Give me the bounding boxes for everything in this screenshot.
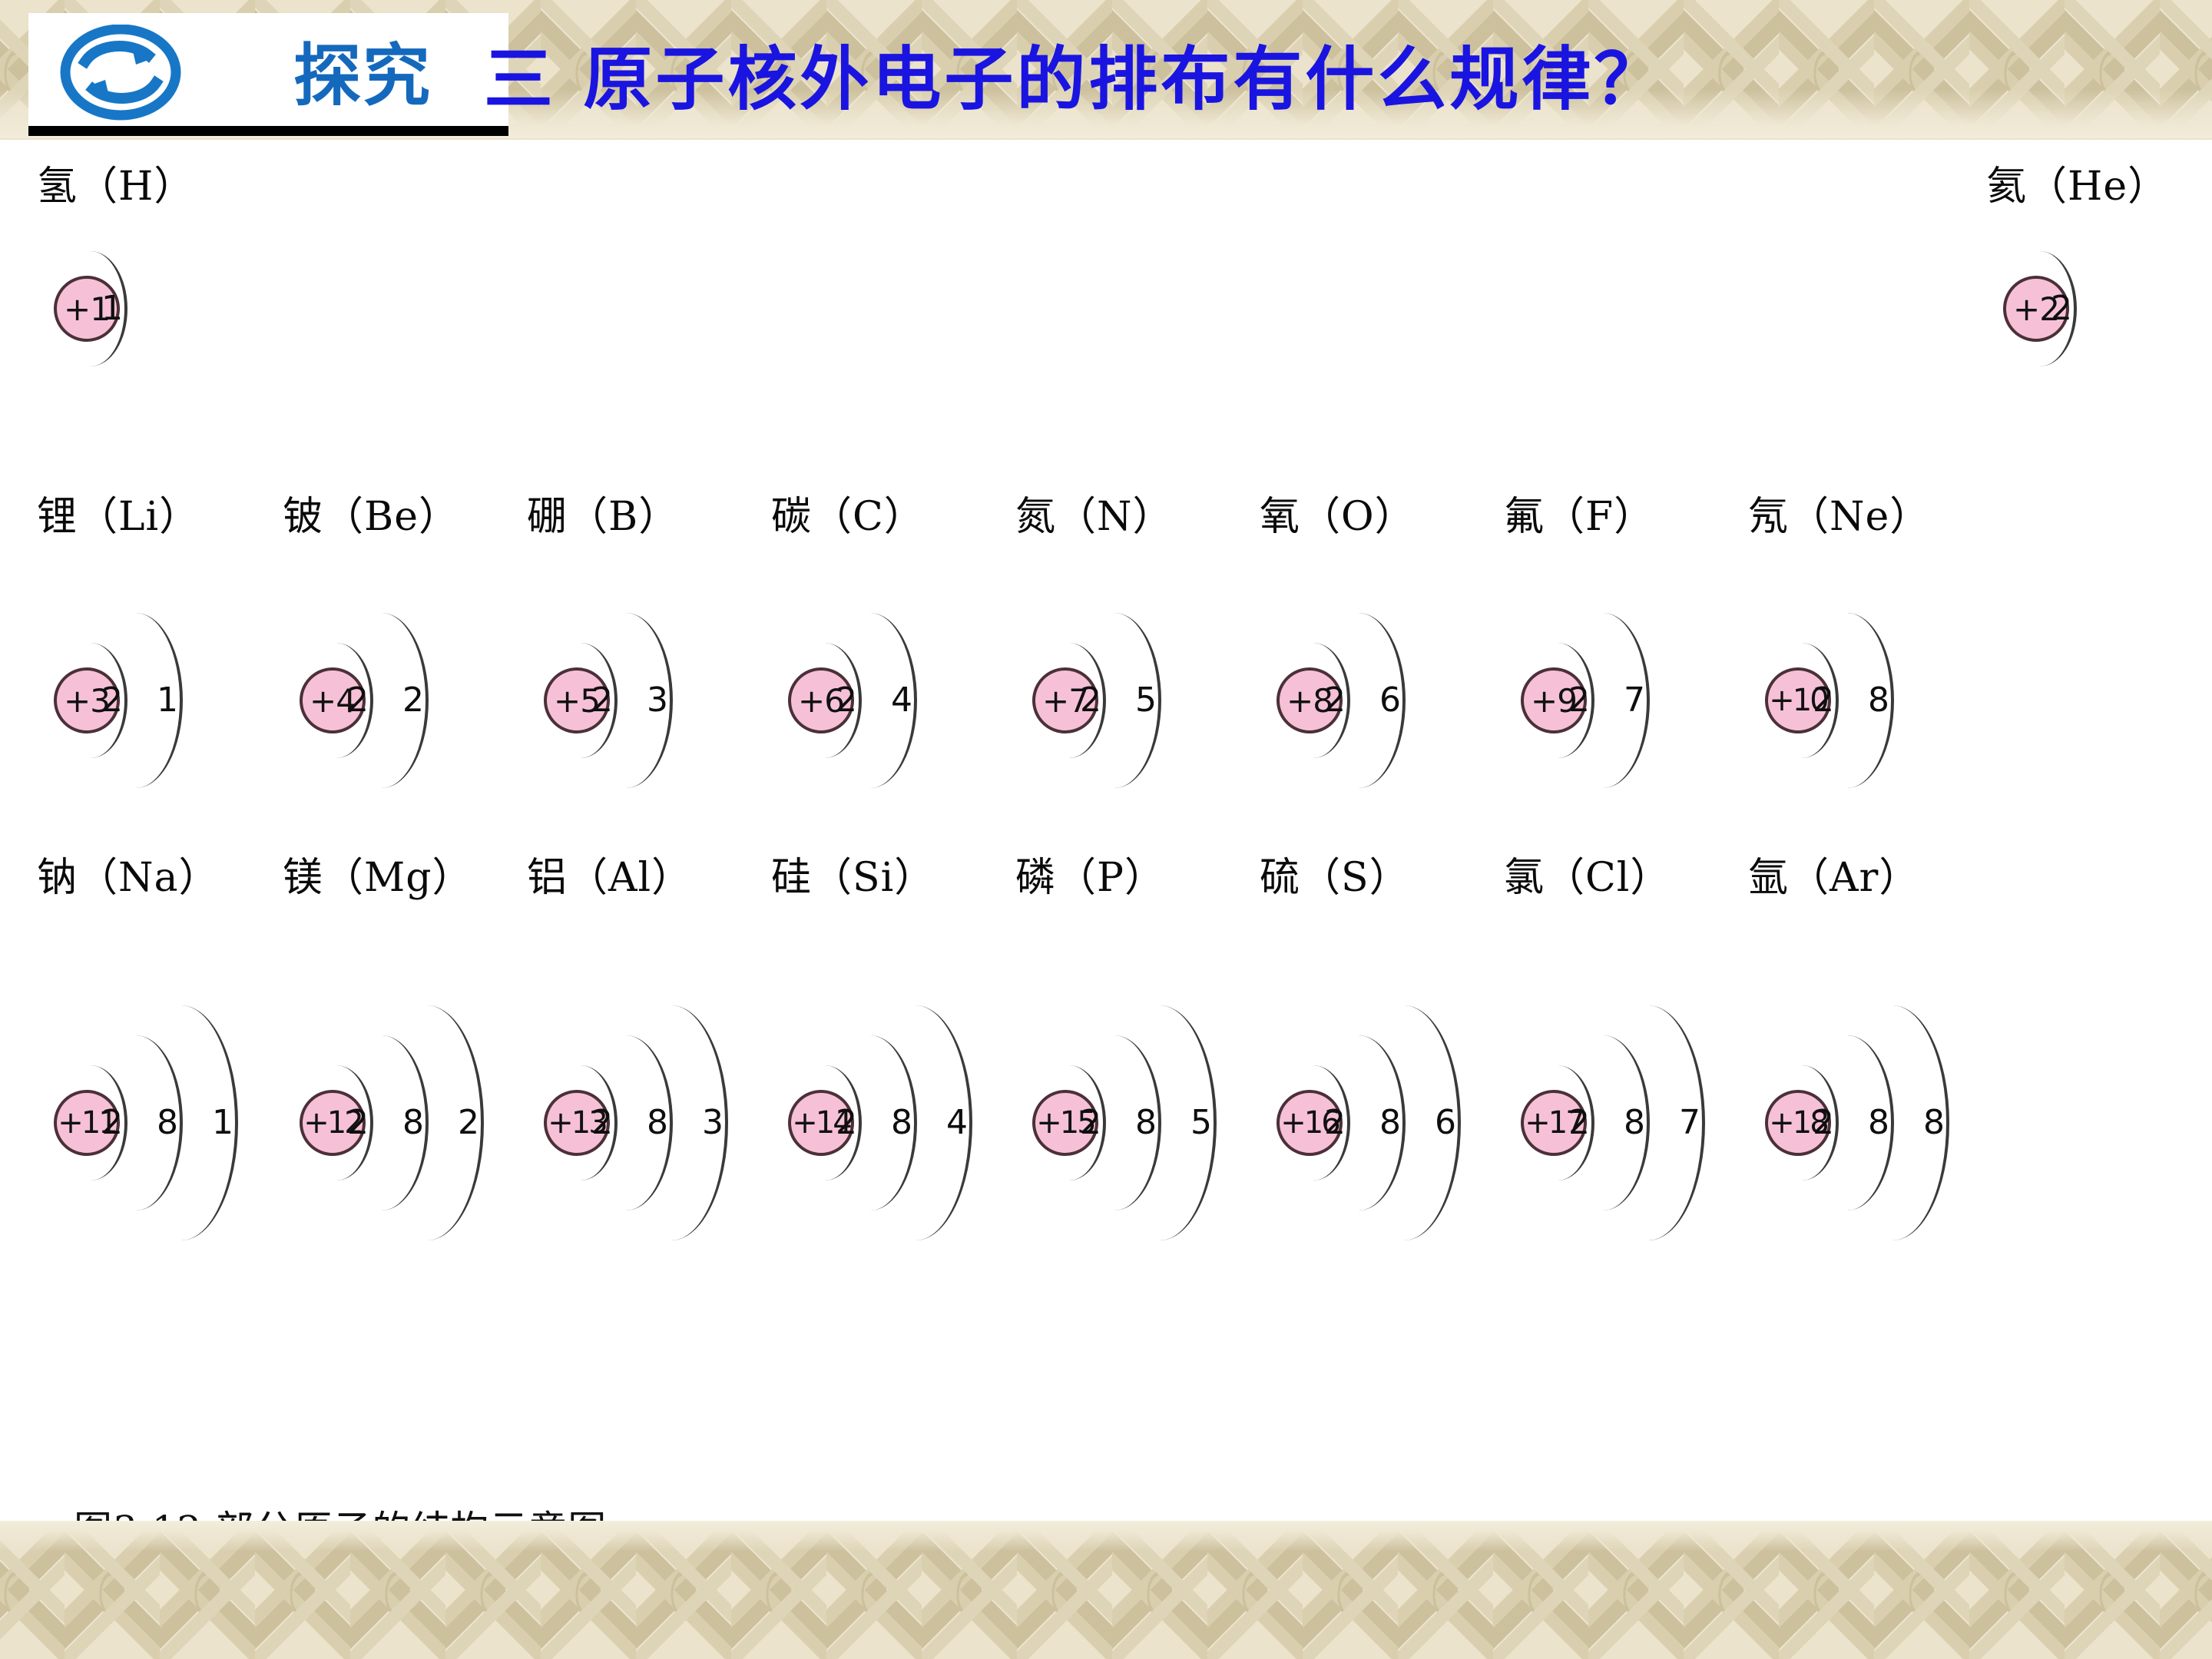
atom-name-label: 氮（N）	[1015, 494, 1174, 540]
atom-structure-diagram: +18 2 8 8	[1748, 985, 2002, 1261]
electron-shell-arc	[859, 1005, 972, 1240]
electron-shell-arc	[614, 1005, 728, 1240]
electron-count: 8	[1868, 680, 1889, 720]
electron-count: 4	[891, 680, 912, 720]
atom-name-label: 锂（Li）	[37, 494, 200, 540]
electron-count: 1	[101, 289, 123, 328]
electron-count: 7	[1679, 1103, 1700, 1142]
atom-name-label: 钠（Na）	[37, 855, 220, 901]
electron-shell-arc	[579, 613, 673, 788]
electron-count: 6	[1379, 680, 1401, 720]
atom-name-label: 硫（S）	[1260, 855, 1410, 901]
electron-shell-arc	[1591, 1005, 1705, 1240]
electron-shell-arc	[1068, 613, 1161, 788]
electron-shell-arc	[89, 613, 183, 788]
electron-count: 5	[1190, 1103, 1212, 1142]
electron-count: 8	[1923, 1103, 1945, 1142]
bottom-decorative-border	[0, 1521, 2212, 1659]
electron-count: 2	[402, 680, 424, 720]
atom-name-label: 硼（B）	[527, 494, 680, 540]
atom-structure-diagram: +4 2 2	[283, 601, 536, 800]
atom-name-label: 氧（O）	[1260, 494, 1416, 540]
atom-structure-diagram: +6 2 4	[771, 601, 1025, 800]
electron-shell-arc	[335, 613, 429, 788]
electron-count: 5	[1135, 680, 1157, 720]
electron-count: 7	[1624, 680, 1645, 720]
atom-name-label: 氢（H）	[37, 164, 195, 210]
circular-refresh-arrows-logo-icon	[51, 25, 190, 121]
electron-shell-arc	[370, 1005, 484, 1240]
atom-structure-diagram: +7 2 5	[1015, 601, 1269, 800]
atom-structure-diagram: +10 2 8	[1748, 601, 2002, 800]
atom-name-label: 镁（Mg）	[283, 855, 473, 901]
atom-structure-diagram: +1 1	[37, 240, 290, 378]
figure-panel: 氢（H） +1 1 氦（He） +2 2 锂（Li） +3 2 1 铍（Be） +4 2 2 硼（B） +5 2…	[0, 140, 2212, 1552]
electron-count: 4	[946, 1103, 968, 1142]
electron-shell-arc	[1836, 1005, 1949, 1240]
page-title: 三 原子核外电子的排布有什么规律？	[484, 39, 1667, 120]
atom-structure-diagram: +8 2 6	[1260, 601, 1513, 800]
atom-structure-diagram: +9 2 7	[1504, 601, 1757, 800]
electron-shell-arc	[124, 1005, 238, 1240]
electron-count: 2	[2051, 289, 2072, 328]
electron-count: 2	[458, 1103, 479, 1142]
atom-structure-diagram: +17 2 8 7	[1504, 985, 1757, 1261]
electron-count: 6	[1435, 1103, 1456, 1142]
electron-shell-arc	[2003, 251, 2077, 366]
electron-shell-arc	[1103, 1005, 1217, 1240]
logo-underline-rule	[28, 126, 508, 136]
atom-name-label: 碳（C）	[771, 494, 925, 540]
electron-shell-arc	[54, 251, 127, 366]
electron-count: 1	[212, 1103, 233, 1142]
atom-name-label: 氟（F）	[1504, 494, 1655, 540]
atom-structure-diagram: +2 2	[1986, 240, 2212, 378]
electron-shell-arc	[1347, 1005, 1461, 1240]
electron-shell-arc	[1556, 613, 1650, 788]
logo-label: 探究	[293, 36, 432, 115]
atom-name-label: 铍（Be）	[283, 494, 459, 540]
electron-count: 3	[702, 1103, 724, 1142]
electron-count: 3	[647, 680, 668, 720]
atom-structure-diagram: +16 2 8 6	[1260, 985, 1513, 1261]
atom-structure-diagram: +5 2 3	[527, 601, 780, 800]
atom-structure-diagram: +12 2 8 2	[283, 985, 536, 1261]
border-fade-overlay	[0, 1521, 2212, 1551]
atom-name-label: 氖（Ne）	[1748, 494, 1931, 540]
electron-shell-arc	[823, 613, 917, 788]
atom-name-label: 磷（P）	[1015, 855, 1165, 901]
atom-name-label: 氯（Cl）	[1504, 855, 1671, 901]
atom-structure-diagram: +15 2 8 5	[1015, 985, 1269, 1261]
electron-count: 1	[157, 680, 178, 720]
atom-name-label: 氩（Ar）	[1748, 855, 1920, 901]
slide-header: 探究 三 原子核外电子的排布有什么规律？	[0, 0, 2212, 146]
atom-structure-diagram: +14 2 8 4	[771, 985, 1025, 1261]
electron-shell-arc	[1312, 613, 1406, 788]
logo-card: 探究	[28, 13, 508, 136]
atom-structure-diagram: +3 2 1	[37, 601, 290, 800]
atom-name-label: 硅（Si）	[771, 855, 935, 901]
atom-name-label: 铝（Al）	[527, 855, 693, 901]
atom-structure-diagram: +13 2 8 3	[527, 985, 780, 1261]
atom-structure-diagram: +11 2 8 1	[37, 985, 290, 1261]
electron-shell-arc	[1800, 613, 1894, 788]
atom-name-label: 氦（He）	[1986, 164, 2169, 210]
